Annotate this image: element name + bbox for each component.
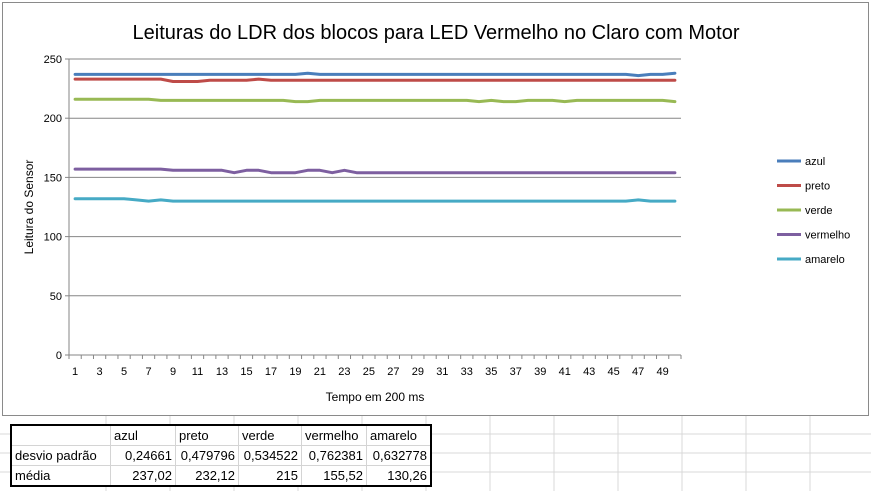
series-line-azul <box>73 71 677 78</box>
x-tick-label: 27 <box>387 366 399 378</box>
table-row: desvio padrão 0,24661 0,479796 0,534522 … <box>10 445 432 466</box>
table-cell[interactable]: 237,02 <box>110 465 176 487</box>
x-tick-label: 41 <box>559 366 571 378</box>
table-cell[interactable]: 130,26 <box>366 465 432 487</box>
y-tick-label: 250 <box>44 54 62 66</box>
table-header-row: azul preto verde vermelho amarelo <box>10 424 432 446</box>
table-header-cell[interactable] <box>10 424 111 446</box>
x-tick-label: 43 <box>583 366 595 378</box>
legend-label-amarelo: amarelo <box>805 254 845 266</box>
x-tick-label: 7 <box>145 366 151 378</box>
y-tick-label: 0 <box>56 350 62 362</box>
table-cell[interactable]: 215 <box>238 465 302 487</box>
legend-label-azul: azul <box>805 156 825 168</box>
legend-label-preto: preto <box>805 181 830 193</box>
x-tick-label: 19 <box>289 366 301 378</box>
y-tick-label: 100 <box>44 232 62 244</box>
series-line-amarelo <box>73 197 677 203</box>
table-header-cell[interactable]: vermelho <box>301 424 367 446</box>
x-tick-label: 29 <box>412 366 424 378</box>
x-tick-label: 9 <box>170 366 176 378</box>
table-cell[interactable]: 232,12 <box>175 465 239 487</box>
series-line-preto <box>73 77 677 83</box>
x-tick-label: 1 <box>72 366 78 378</box>
table-cell[interactable]: 0,479796 <box>175 445 239 466</box>
x-tick-label: 35 <box>485 366 497 378</box>
table-cell[interactable]: 0,632778 <box>366 445 432 466</box>
x-tick-label: 47 <box>632 366 644 378</box>
table-cell[interactable]: 0,534522 <box>238 445 302 466</box>
x-tick-label: 17 <box>265 366 277 378</box>
x-tick-label: 39 <box>534 366 546 378</box>
series-line-verde <box>73 97 677 104</box>
x-tick-label: 5 <box>121 366 127 378</box>
table-cell[interactable]: 155,52 <box>301 465 367 487</box>
x-tick-label: 11 <box>192 366 203 378</box>
x-tick-label: 45 <box>608 366 620 378</box>
table-header-cell[interactable]: amarelo <box>366 424 432 446</box>
table-cell[interactable]: 0,762381 <box>301 445 367 466</box>
table-header-cell[interactable]: verde <box>238 424 302 446</box>
table-cell[interactable]: 0,24661 <box>110 445 176 466</box>
y-tick-label: 200 <box>44 113 62 125</box>
x-tick-label: 23 <box>338 366 350 378</box>
table-header-cell[interactable]: preto <box>175 424 239 446</box>
x-tick-label: 33 <box>461 366 473 378</box>
series-line-vermelho <box>73 167 677 175</box>
row-label-cell[interactable]: média <box>10 465 111 487</box>
x-tick-label: 21 <box>314 366 326 378</box>
y-tick-label: 50 <box>50 291 62 303</box>
chart-title: Leituras do LDR dos blocos para LED Verm… <box>133 22 740 44</box>
line-chart: Leituras do LDR dos blocos para LED Verm… <box>22 22 850 404</box>
table-row: média 237,02 232,12 215 155,52 130,26 <box>10 465 432 487</box>
y-axis-label: Leitura do Sensor <box>22 160 36 255</box>
x-tick-label: 3 <box>97 366 103 378</box>
chart-area[interactable]: Leituras do LDR dos blocos para LED Verm… <box>2 2 869 416</box>
x-tick-label: 37 <box>510 366 522 378</box>
table-header-cell[interactable]: azul <box>110 424 176 446</box>
x-tick-label: 13 <box>216 366 228 378</box>
x-axis-label: Tempo em 200 ms <box>326 390 425 404</box>
x-tick-label: 25 <box>363 366 375 378</box>
row-label-cell[interactable]: desvio padrão <box>10 445 111 466</box>
stats-table: azul preto verde vermelho amarelo desvio… <box>10 424 432 487</box>
x-tick-label: 49 <box>657 366 669 378</box>
legend-label-verde: verde <box>805 205 833 217</box>
x-tick-label: 15 <box>240 366 252 378</box>
y-tick-label: 150 <box>44 172 62 184</box>
legend-label-vermelho: vermelho <box>805 230 850 242</box>
x-tick-label: 31 <box>436 366 448 378</box>
